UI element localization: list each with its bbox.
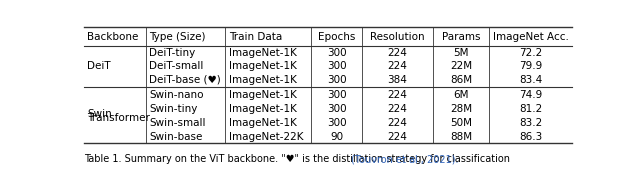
Text: 83.2: 83.2 <box>519 118 542 128</box>
Text: 224: 224 <box>388 132 408 142</box>
Text: DeiT-tiny: DeiT-tiny <box>149 48 195 58</box>
Text: 28M: 28M <box>450 104 472 114</box>
Text: 83.4: 83.4 <box>519 75 542 85</box>
Text: Swin: Swin <box>87 109 112 119</box>
Text: 224: 224 <box>388 118 408 128</box>
Text: 224: 224 <box>388 104 408 114</box>
Text: ImageNet Acc.: ImageNet Acc. <box>493 31 568 41</box>
Text: 74.9: 74.9 <box>519 90 542 100</box>
Text: ImageNet-1K: ImageNet-1K <box>229 48 297 58</box>
Text: Swin-nano: Swin-nano <box>149 90 204 100</box>
Text: 224: 224 <box>388 61 408 71</box>
Text: ImageNet-1K: ImageNet-1K <box>229 61 297 71</box>
Text: 86.3: 86.3 <box>519 132 542 142</box>
Text: Backbone: Backbone <box>87 31 138 41</box>
Text: Params: Params <box>442 31 481 41</box>
Text: DeiT-small: DeiT-small <box>149 61 204 71</box>
Text: Swin-small: Swin-small <box>149 118 205 128</box>
Text: Type (Size): Type (Size) <box>149 31 205 41</box>
Text: DeiT: DeiT <box>87 61 111 71</box>
Text: 81.2: 81.2 <box>519 104 542 114</box>
Text: 300: 300 <box>327 48 347 58</box>
Text: 224: 224 <box>388 90 408 100</box>
Text: 300: 300 <box>327 104 347 114</box>
Text: 5M: 5M <box>453 48 469 58</box>
Text: 384: 384 <box>388 75 408 85</box>
Text: 86M: 86M <box>450 75 472 85</box>
Text: Swin-base: Swin-base <box>149 132 202 142</box>
Text: ImageNet-1K: ImageNet-1K <box>229 104 297 114</box>
Text: Transformer: Transformer <box>87 113 150 123</box>
Text: ImageNet-1K: ImageNet-1K <box>229 75 297 85</box>
Text: 300: 300 <box>327 75 347 85</box>
Text: Swin-tiny: Swin-tiny <box>149 104 197 114</box>
Text: Train Data: Train Data <box>229 31 282 41</box>
Text: 50M: 50M <box>450 118 472 128</box>
Text: ImageNet-1K: ImageNet-1K <box>229 90 297 100</box>
Text: 6M: 6M <box>453 90 469 100</box>
Text: 300: 300 <box>327 118 347 128</box>
Text: 300: 300 <box>327 61 347 71</box>
Text: 300: 300 <box>327 90 347 100</box>
Text: Table 1. Summary on the ViT backbone. "♥" is the distillation strategy for class: Table 1. Summary on the ViT backbone. "♥… <box>84 154 510 164</box>
Text: Resolution: Resolution <box>370 31 425 41</box>
Text: 22M: 22M <box>450 61 472 71</box>
Text: 72.2: 72.2 <box>519 48 542 58</box>
Text: 79.9: 79.9 <box>519 61 542 71</box>
Text: (Touvron et al., 2021).: (Touvron et al., 2021). <box>351 154 458 164</box>
Text: 90: 90 <box>330 132 344 142</box>
Text: ImageNet-22K: ImageNet-22K <box>229 132 303 142</box>
Text: DeiT-base (♥): DeiT-base (♥) <box>149 75 221 85</box>
Text: ImageNet-1K: ImageNet-1K <box>229 118 297 128</box>
Text: 224: 224 <box>388 48 408 58</box>
Text: Epochs: Epochs <box>318 31 356 41</box>
Text: 88M: 88M <box>450 132 472 142</box>
